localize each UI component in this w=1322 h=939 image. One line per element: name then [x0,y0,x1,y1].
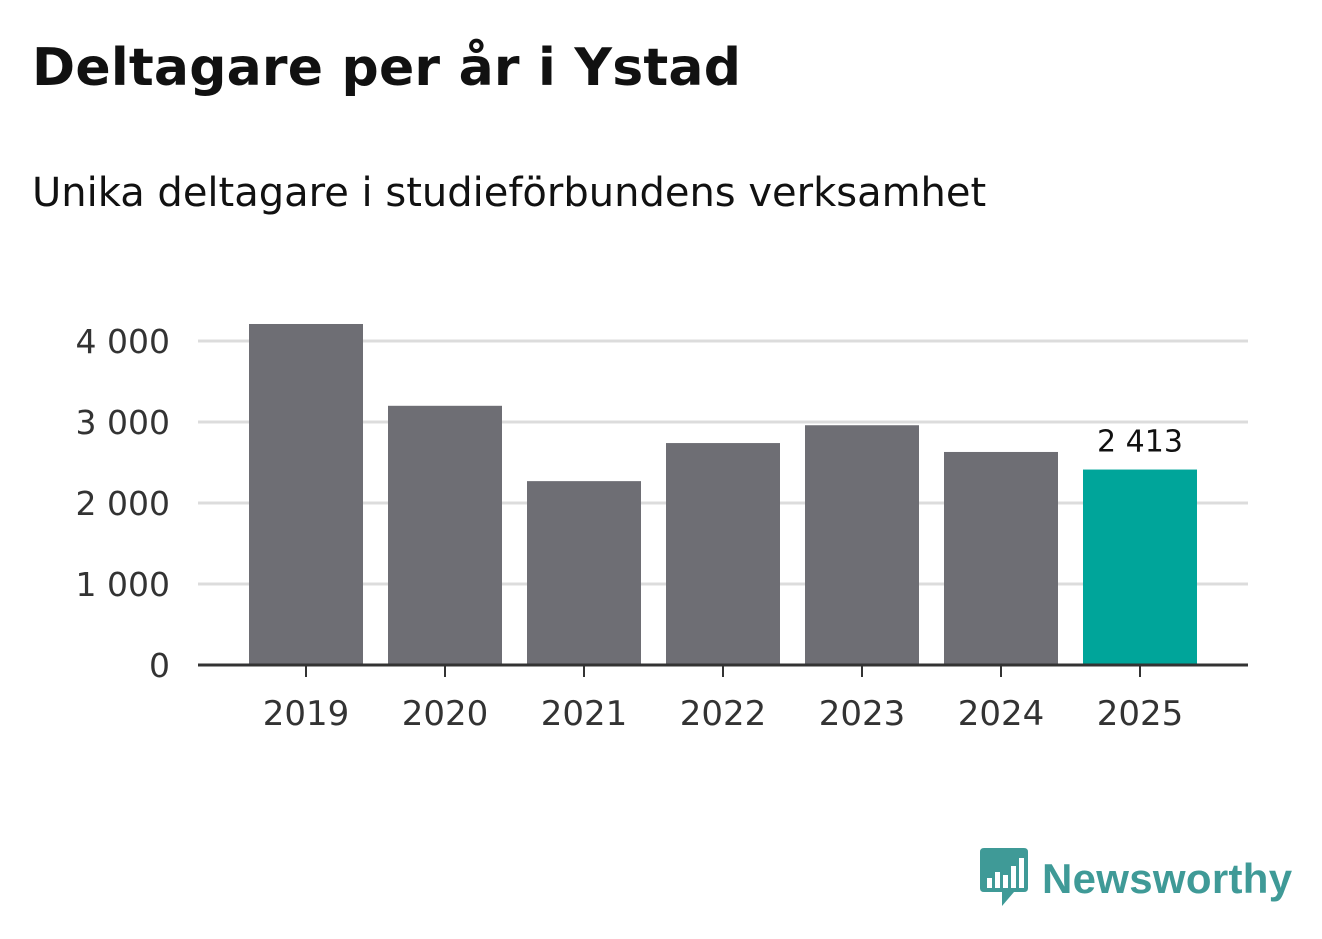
x-tick-label: 2021 [541,694,628,734]
y-tick-label: 1 000 [76,565,170,604]
y-tick-label: 3 000 [76,403,170,442]
bar [666,443,780,665]
x-tick-label: 2024 [958,694,1045,734]
x-tick-label: 2023 [819,694,906,734]
bar [805,425,919,665]
x-tick-label: 2020 [402,694,489,734]
y-tick-label: 0 [149,646,170,685]
x-tick-label: 2019 [263,694,350,734]
x-tick-label: 2025 [1097,694,1184,734]
y-tick-label: 2 000 [76,484,170,523]
chart-subtitle: Unika deltagare i studieförbundens verks… [32,170,987,216]
y-tick-label: 4 000 [76,322,170,361]
newsworthy-logo-icon [980,848,1028,906]
data-label: 2 413 [1097,425,1183,460]
bar [527,481,641,665]
bar [1083,469,1197,665]
x-tick-label: 2022 [680,694,767,734]
bar [388,405,502,665]
bar [944,451,1058,665]
brand-name: Newsworthy [1042,855,1293,902]
bar [249,323,363,665]
chart-title: Deltagare per år i Ystad [32,38,742,98]
brand-logo: Newsworthy [980,848,1292,910]
